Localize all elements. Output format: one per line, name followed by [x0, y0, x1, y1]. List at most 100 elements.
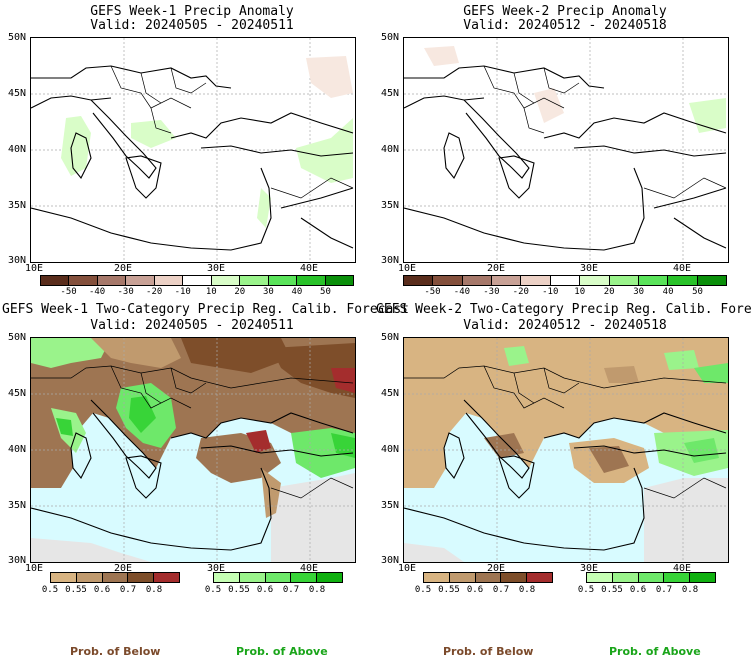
colorbar-segment — [51, 573, 76, 582]
lat-label: 30N — [381, 555, 400, 566]
colorbar-tick-label: 20 — [603, 287, 615, 297]
colorbar-tick-label: 20 — [234, 287, 246, 297]
colorbar-tick-label: 0.8 — [308, 585, 326, 595]
panel-valid-dates: Valid: 20240512 - 20240518 — [463, 18, 667, 33]
colorbar-tick-label: 10 — [205, 287, 217, 297]
lon-label: 30E — [207, 263, 226, 274]
colorbar-segment — [153, 276, 183, 285]
colorbar-segment — [267, 276, 297, 285]
colorbar-segment — [474, 573, 501, 582]
colorbar-tick-label: 30 — [633, 287, 645, 297]
colorbar-segment — [182, 276, 211, 285]
panel-valid-dates: Valid: 20240505 - 20240511 — [90, 18, 294, 33]
anomaly-map — [30, 37, 356, 263]
colorbar-segment — [214, 573, 239, 582]
lon-label: 20E — [114, 263, 133, 274]
colorbar-tick-label: 0.8 — [145, 585, 163, 595]
colorbar-tick-label: 0.5 — [414, 585, 432, 595]
colorbar-tick-label: 0.5 — [577, 585, 595, 595]
panel-title: GEFS Week-2 Precip Anomaly — [463, 4, 667, 19]
colorbar-segment — [461, 276, 492, 285]
lat-label: 45N — [381, 88, 400, 99]
anomaly-shading — [61, 56, 353, 228]
anomaly-map — [403, 37, 729, 263]
prob-above-label: Prob. of Above — [609, 645, 701, 658]
colorbar-segment — [324, 276, 353, 285]
above-colorbar — [586, 572, 716, 583]
colorbar-segment — [432, 276, 462, 285]
colorbar-tick-label: 0.6 — [629, 585, 647, 595]
below-colorbar — [423, 572, 553, 583]
lon-label: 10E — [25, 263, 44, 274]
lon-label: 10E — [398, 563, 417, 574]
lat-label: 50N — [8, 332, 27, 343]
below-colorbar — [50, 572, 180, 583]
colorbar-segment — [491, 276, 521, 285]
colorbar-segment — [101, 573, 128, 582]
colorbar-tick-label: 0.55 — [438, 585, 460, 595]
colorbar-tick-label: 0.5 — [204, 585, 222, 595]
colorbar-segment — [238, 573, 265, 582]
country-borders — [404, 365, 727, 499]
panel-title: GEFS Week-1 Two-Category Precip Reg. Cal… — [2, 302, 409, 317]
lat-label: 40N — [381, 444, 400, 455]
lat-label: 40N — [8, 444, 27, 455]
colorbar-segment — [153, 573, 179, 582]
lat-label: 50N — [381, 332, 400, 343]
colorbar-segment — [404, 276, 433, 285]
lon-label: 40E — [673, 263, 692, 274]
colorbar-tick-label: 0.6 — [256, 585, 274, 595]
colorbar-tick-label: 40 — [662, 287, 674, 297]
colorbar-tick-label: -30 — [117, 287, 134, 297]
colorbar-segment — [689, 573, 715, 582]
colorbar-tick-label: 0.55 — [601, 585, 623, 595]
panel-title: GEFS Week-1 Precip Anomaly — [90, 4, 294, 19]
panel-title: GEFS Week-2 Two-Category Precip Reg. Cal… — [376, 302, 752, 317]
colorbar-tick-label: -10 — [174, 287, 191, 297]
lat-label: 50N — [381, 32, 400, 43]
colorbar-tick-label: 50 — [320, 287, 331, 297]
panel-valid-dates: Valid: 20240512 - 20240518 — [463, 318, 667, 333]
country-borders — [31, 365, 354, 499]
lat-label: 35N — [8, 200, 27, 211]
colorbar-segment — [549, 276, 580, 285]
probability-map — [30, 337, 356, 563]
colorbar-tick-label: 0.8 — [518, 585, 536, 595]
colorbar-tick-label: 0.7 — [282, 585, 300, 595]
country-borders — [483, 65, 727, 199]
prob-below-label: Prob. of Below — [70, 645, 161, 658]
above-colorbar — [213, 572, 343, 583]
colorbar-segment — [68, 276, 97, 285]
colorbar-tick-label: 50 — [692, 287, 703, 297]
coastlines — [31, 65, 354, 251]
prob-below-label: Prob. of Below — [443, 645, 534, 658]
probability-map — [403, 337, 729, 563]
colorbar-segment — [637, 573, 664, 582]
colorbar-tick-label: 0.6 — [93, 585, 111, 595]
colorbar-segment — [125, 276, 154, 285]
colorbar-segment — [290, 573, 317, 582]
lat-label: 35N — [381, 500, 400, 511]
lon-label: 20E — [487, 563, 506, 574]
colorbar-tick-label: 0.55 — [65, 585, 87, 595]
lat-label: 40N — [381, 144, 400, 155]
lon-label: 40E — [300, 263, 319, 274]
colorbar-segment — [316, 573, 342, 582]
colorbar-tick-label: -30 — [483, 287, 500, 297]
colorbar-segment — [296, 276, 325, 285]
colorbar-tick-label: -40 — [88, 287, 106, 297]
prob-above-label: Prob. of Above — [236, 645, 328, 658]
lat-label: 40N — [8, 144, 27, 155]
colorbar-segment — [637, 276, 668, 285]
lat-label: 35N — [8, 500, 27, 511]
colorbar-segment — [96, 276, 126, 285]
colorbar-tick-label: -40 — [453, 287, 471, 297]
colorbar-segment — [526, 573, 552, 582]
lon-label: 10E — [25, 563, 44, 574]
colorbar-segment — [264, 573, 291, 582]
lat-label: 45N — [381, 388, 400, 399]
coastlines — [404, 65, 727, 251]
colorbar-tick-label: 40 — [291, 287, 303, 297]
colorbar-segment — [579, 276, 609, 285]
colorbar-tick-label: -50 — [60, 287, 77, 297]
